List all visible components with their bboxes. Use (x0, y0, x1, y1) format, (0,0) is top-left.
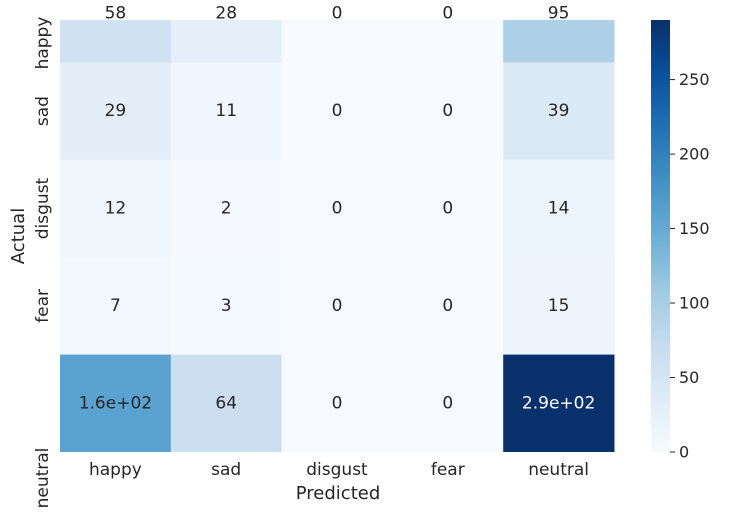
heatmap-cell-fear-neutral (503, 257, 615, 356)
cell-label-sad-neutral: 39 (548, 101, 570, 121)
cell-label-sad-disgust: 0 (332, 101, 343, 121)
cell-label-happy-neutral: 95 (548, 4, 570, 24)
heatmap-cell-happy-neutral (503, 20, 615, 63)
cell-label-disgust-happy: 12 (105, 199, 127, 219)
cell-label-sad-fear: 0 (442, 101, 453, 121)
heatmap-cell-happy-happy (60, 20, 172, 63)
colorbar-tick-label: 200 (679, 145, 710, 164)
colorbar-tick-label: 250 (679, 70, 710, 89)
cell-label-happy-disgust: 0 (332, 4, 343, 24)
heatmap-cell-neutral-disgust (281, 354, 393, 453)
cell-label-disgust-fear: 0 (442, 199, 453, 219)
colorbar-tick-label: 150 (679, 219, 710, 238)
heatmap-cell-disgust-happy (60, 159, 172, 258)
cell-label-happy-fear: 0 (442, 4, 453, 24)
x-tick-disgust: disgust (306, 460, 368, 480)
y-tick-fear: fear (33, 289, 53, 323)
cell-label-sad-sad: 11 (215, 101, 237, 121)
heatmap-cell-neutral-sad (170, 354, 283, 453)
y-tick-sad: sad (33, 96, 53, 126)
x-tick-neutral: neutral (528, 460, 589, 480)
heatmap-cell-sad-neutral (503, 62, 615, 161)
heatmap-cell-happy-disgust (281, 20, 393, 63)
heatmap-cell-fear-happy (60, 257, 172, 356)
heatmap-cells (60, 20, 615, 453)
cell-label-fear-happy: 7 (110, 296, 121, 316)
heatmap-cell-disgust-sad (170, 159, 283, 258)
x-tick-happy: happy (89, 460, 142, 480)
x-axis-ticks: happy sad disgust fear neutral (89, 460, 589, 480)
heatmap-cell-sad-happy (60, 62, 172, 161)
y-axis-label: Actual (8, 208, 29, 264)
heatmap-cell-fear-disgust (281, 257, 393, 356)
colorbar-ticks: 0 50 100 150 200 250 (670, 70, 710, 462)
heatmap-cell-neutral-neutral (503, 354, 615, 453)
cell-label-fear-neutral: 15 (548, 296, 570, 316)
colorbar-tick-label: 50 (679, 368, 699, 387)
heatmap-cell-happy-sad (170, 20, 283, 63)
colorbar-tick-label: 100 (679, 294, 710, 313)
heatmap-cell-disgust-fear (392, 159, 504, 258)
heatmap-cell-sad-disgust (281, 62, 393, 161)
heatmap-cell-disgust-disgust (281, 159, 393, 258)
cell-label-fear-sad: 3 (221, 296, 232, 316)
x-tick-sad: sad (211, 460, 241, 480)
y-tick-happy: happy (33, 17, 53, 70)
cell-label-disgust-disgust: 0 (332, 199, 343, 219)
cell-label-neutral-disgust: 0 (332, 393, 343, 413)
y-axis-ticks: happy sad disgust fear neutral (33, 17, 53, 509)
heatmap-cell-neutral-fear (392, 354, 504, 453)
heatmap-cell-labels: 58 28 0 0 95 29 11 0 0 39 12 2 0 0 14 7 3 0 0 15 1.6e+02 64 0 0… (0, 4, 640, 529)
cell-label-sad-happy: 29 (105, 101, 127, 121)
cell-label-happy-sad: 28 (215, 4, 237, 24)
heatmap-cell-fear-sad (170, 257, 283, 356)
cell-label-neutral-fear: 0 (442, 393, 453, 413)
cell-label-disgust-neutral: 14 (548, 199, 570, 219)
heatmap-cell-neutral-happy (60, 354, 172, 453)
y-tick-neutral: neutral (33, 448, 53, 509)
x-tick-fear: fear (431, 460, 465, 480)
cell-label-happy-happy: 58 (105, 4, 127, 24)
bottom-clip-band (0, 452, 640, 529)
cell-label-neutral-happy: 1.6e+02 (79, 393, 152, 413)
heatmap-cell-fear-fear (392, 257, 504, 356)
heatmap-cell-disgust-neutral (503, 159, 615, 258)
cell-label-fear-fear: 0 (442, 296, 453, 316)
heatmap-cell-sad-sad (170, 62, 283, 161)
heatmap-cell-sad-fear (392, 62, 504, 161)
cell-label-neutral-neutral: 2.9e+02 (522, 393, 595, 413)
heatmap-cell-happy-fear (392, 20, 504, 63)
colorbar-tick-label: 0 (679, 443, 689, 462)
cell-label-fear-disgust: 0 (332, 296, 343, 316)
y-tick-disgust: disgust (33, 177, 53, 239)
colorbar (651, 20, 670, 452)
cell-label-neutral-sad: 64 (215, 393, 237, 413)
x-axis-label: Predicted (296, 483, 381, 504)
cell-label-disgust-sad: 2 (221, 199, 232, 219)
